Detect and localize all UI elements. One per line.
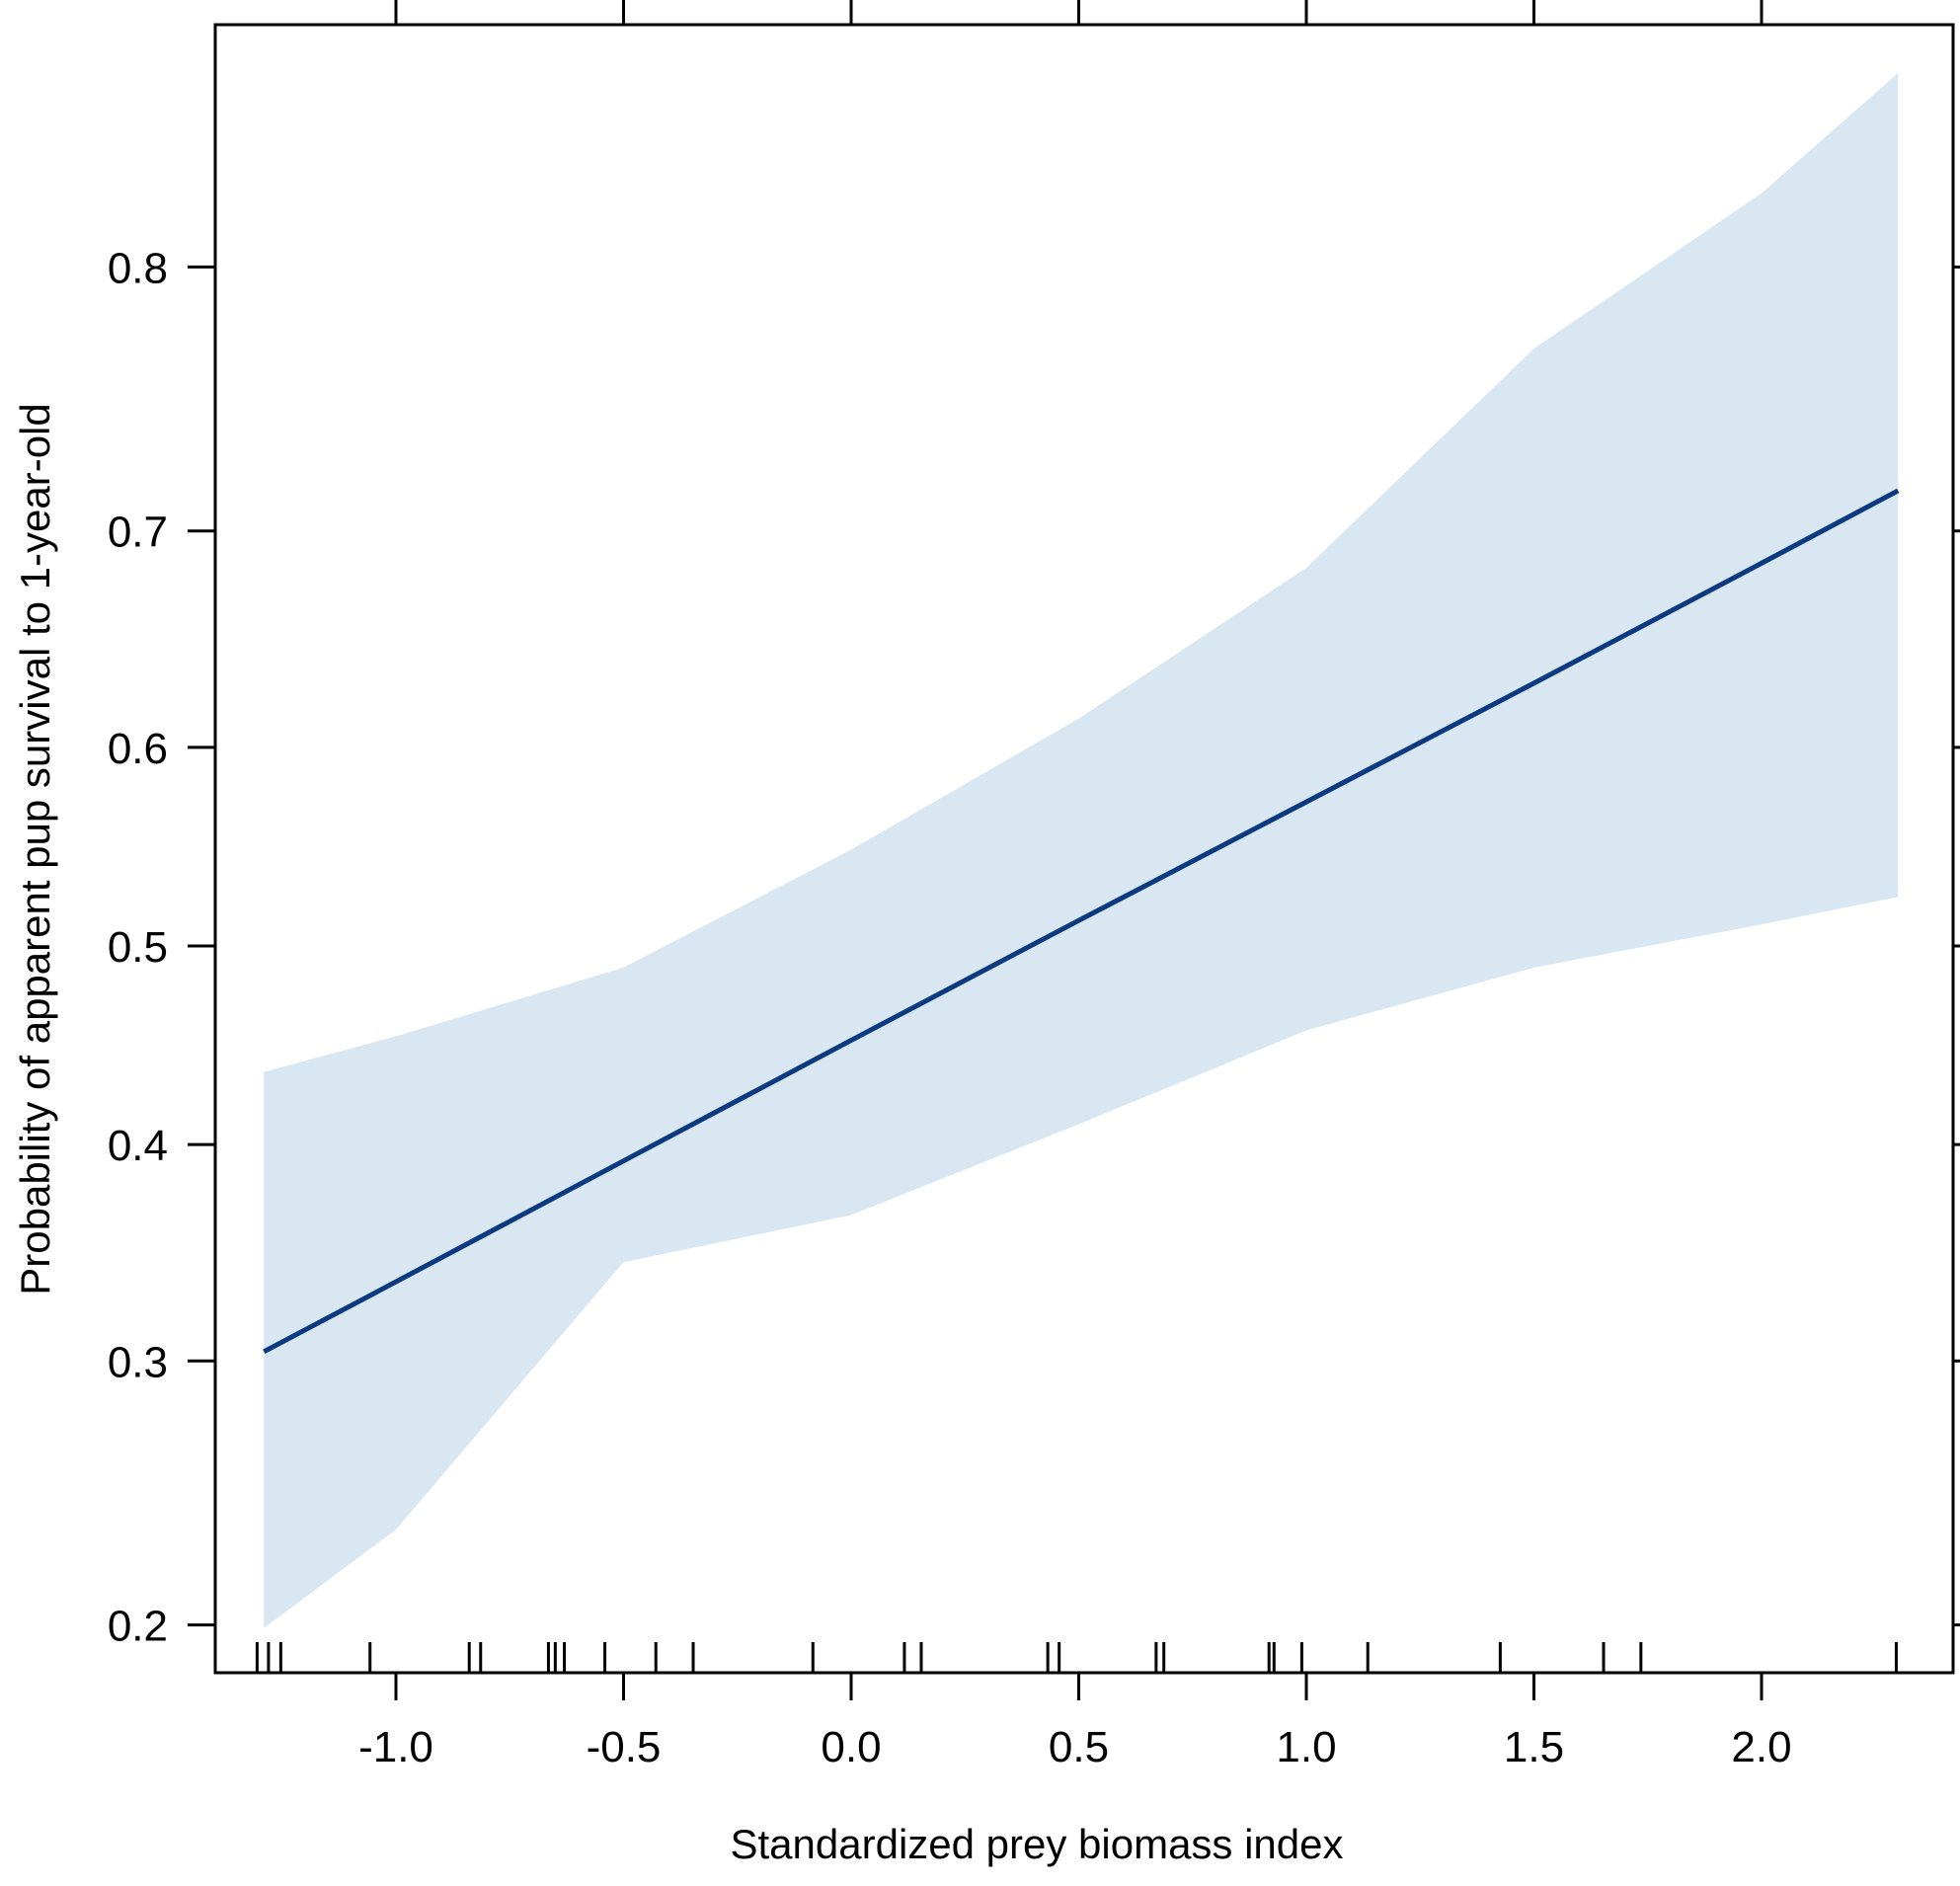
x-tick-label: -1.0 [358, 1723, 433, 1771]
plot-frame [213, 23, 1955, 1675]
y-axis-label: Probability of apparent pup survival to … [12, 403, 58, 1296]
x-tick-label: -0.5 [587, 1723, 662, 1771]
y-tick-label: 0.5 [108, 923, 168, 972]
x-tick-label: 2.0 [1731, 1723, 1791, 1771]
x-tick-label: 1.5 [1504, 1723, 1564, 1771]
y-tick-label: 0.7 [108, 509, 168, 557]
confidence-band-layer [264, 72, 1899, 1628]
axis-layer: -1.0 -0.5 0.0 0.5 1.0 1.5 2.0 0.2 0.3 0.4 0.5 0.6 0.… [108, 0, 1960, 1771]
y-tick-label: 0.8 [108, 244, 168, 292]
fit-line-layer [263, 488, 1900, 1355]
rug-layer [255, 1642, 1898, 1673]
y-tick-label: 0.4 [108, 1122, 168, 1170]
x-axis-label: Standardized prey biomass index [730, 1821, 1343, 1867]
y-tick-label: 0.6 [108, 725, 168, 773]
y-tick-label: 0.3 [108, 1338, 168, 1386]
confidence-band [264, 72, 1899, 1628]
y-tick-label: 0.2 [108, 1603, 168, 1651]
x-tick-label: 0.0 [821, 1723, 881, 1771]
fit-line [263, 488, 1900, 1355]
x-tick-label: 0.5 [1049, 1723, 1109, 1771]
x-tick-label: 1.0 [1276, 1723, 1336, 1771]
